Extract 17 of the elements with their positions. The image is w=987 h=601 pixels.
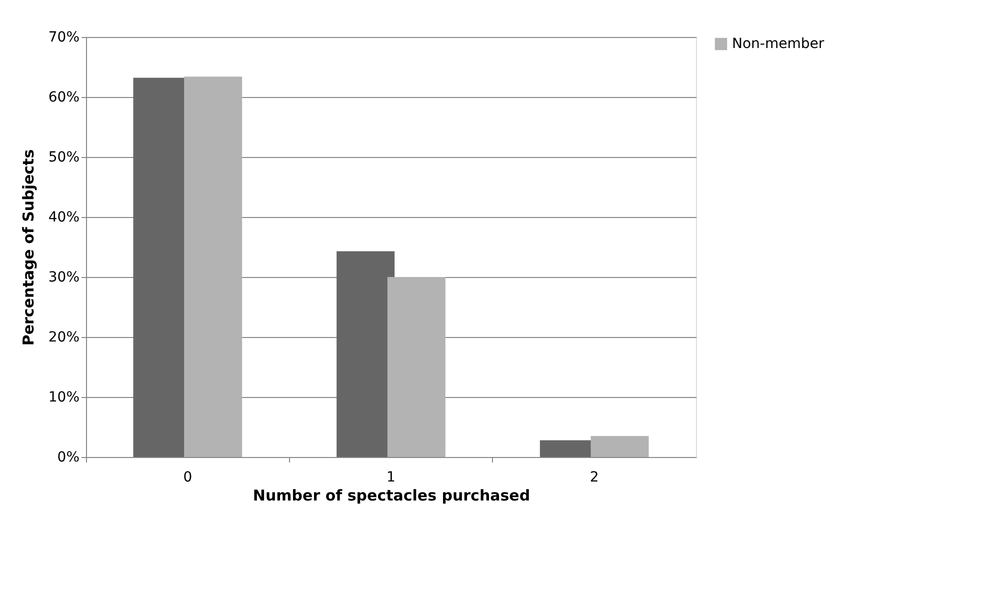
y-tick-label: 30%	[48, 270, 80, 286]
y-axis-title: Percentage of Subjects	[19, 149, 38, 346]
y-tick-label: 70%	[48, 30, 80, 46]
x-axis-title: Number of spectacles purchased	[252, 486, 530, 504]
bar	[184, 76, 242, 457]
legend-label: Non-member	[732, 36, 824, 52]
y-tick-label: 40%	[48, 210, 80, 226]
bar	[387, 277, 446, 457]
y-tick-label: 20%	[48, 330, 80, 346]
y-tick-label: 10%	[48, 390, 80, 406]
x-tick-label: 1	[386, 470, 396, 486]
y-tick-label: 50%	[48, 150, 80, 166]
x-tick-label: 0	[183, 470, 192, 486]
y-tick-label: 60%	[48, 90, 80, 106]
bar	[590, 436, 649, 457]
y-tick-label: 0%	[57, 450, 80, 466]
x-tick-label: 2	[590, 470, 599, 486]
